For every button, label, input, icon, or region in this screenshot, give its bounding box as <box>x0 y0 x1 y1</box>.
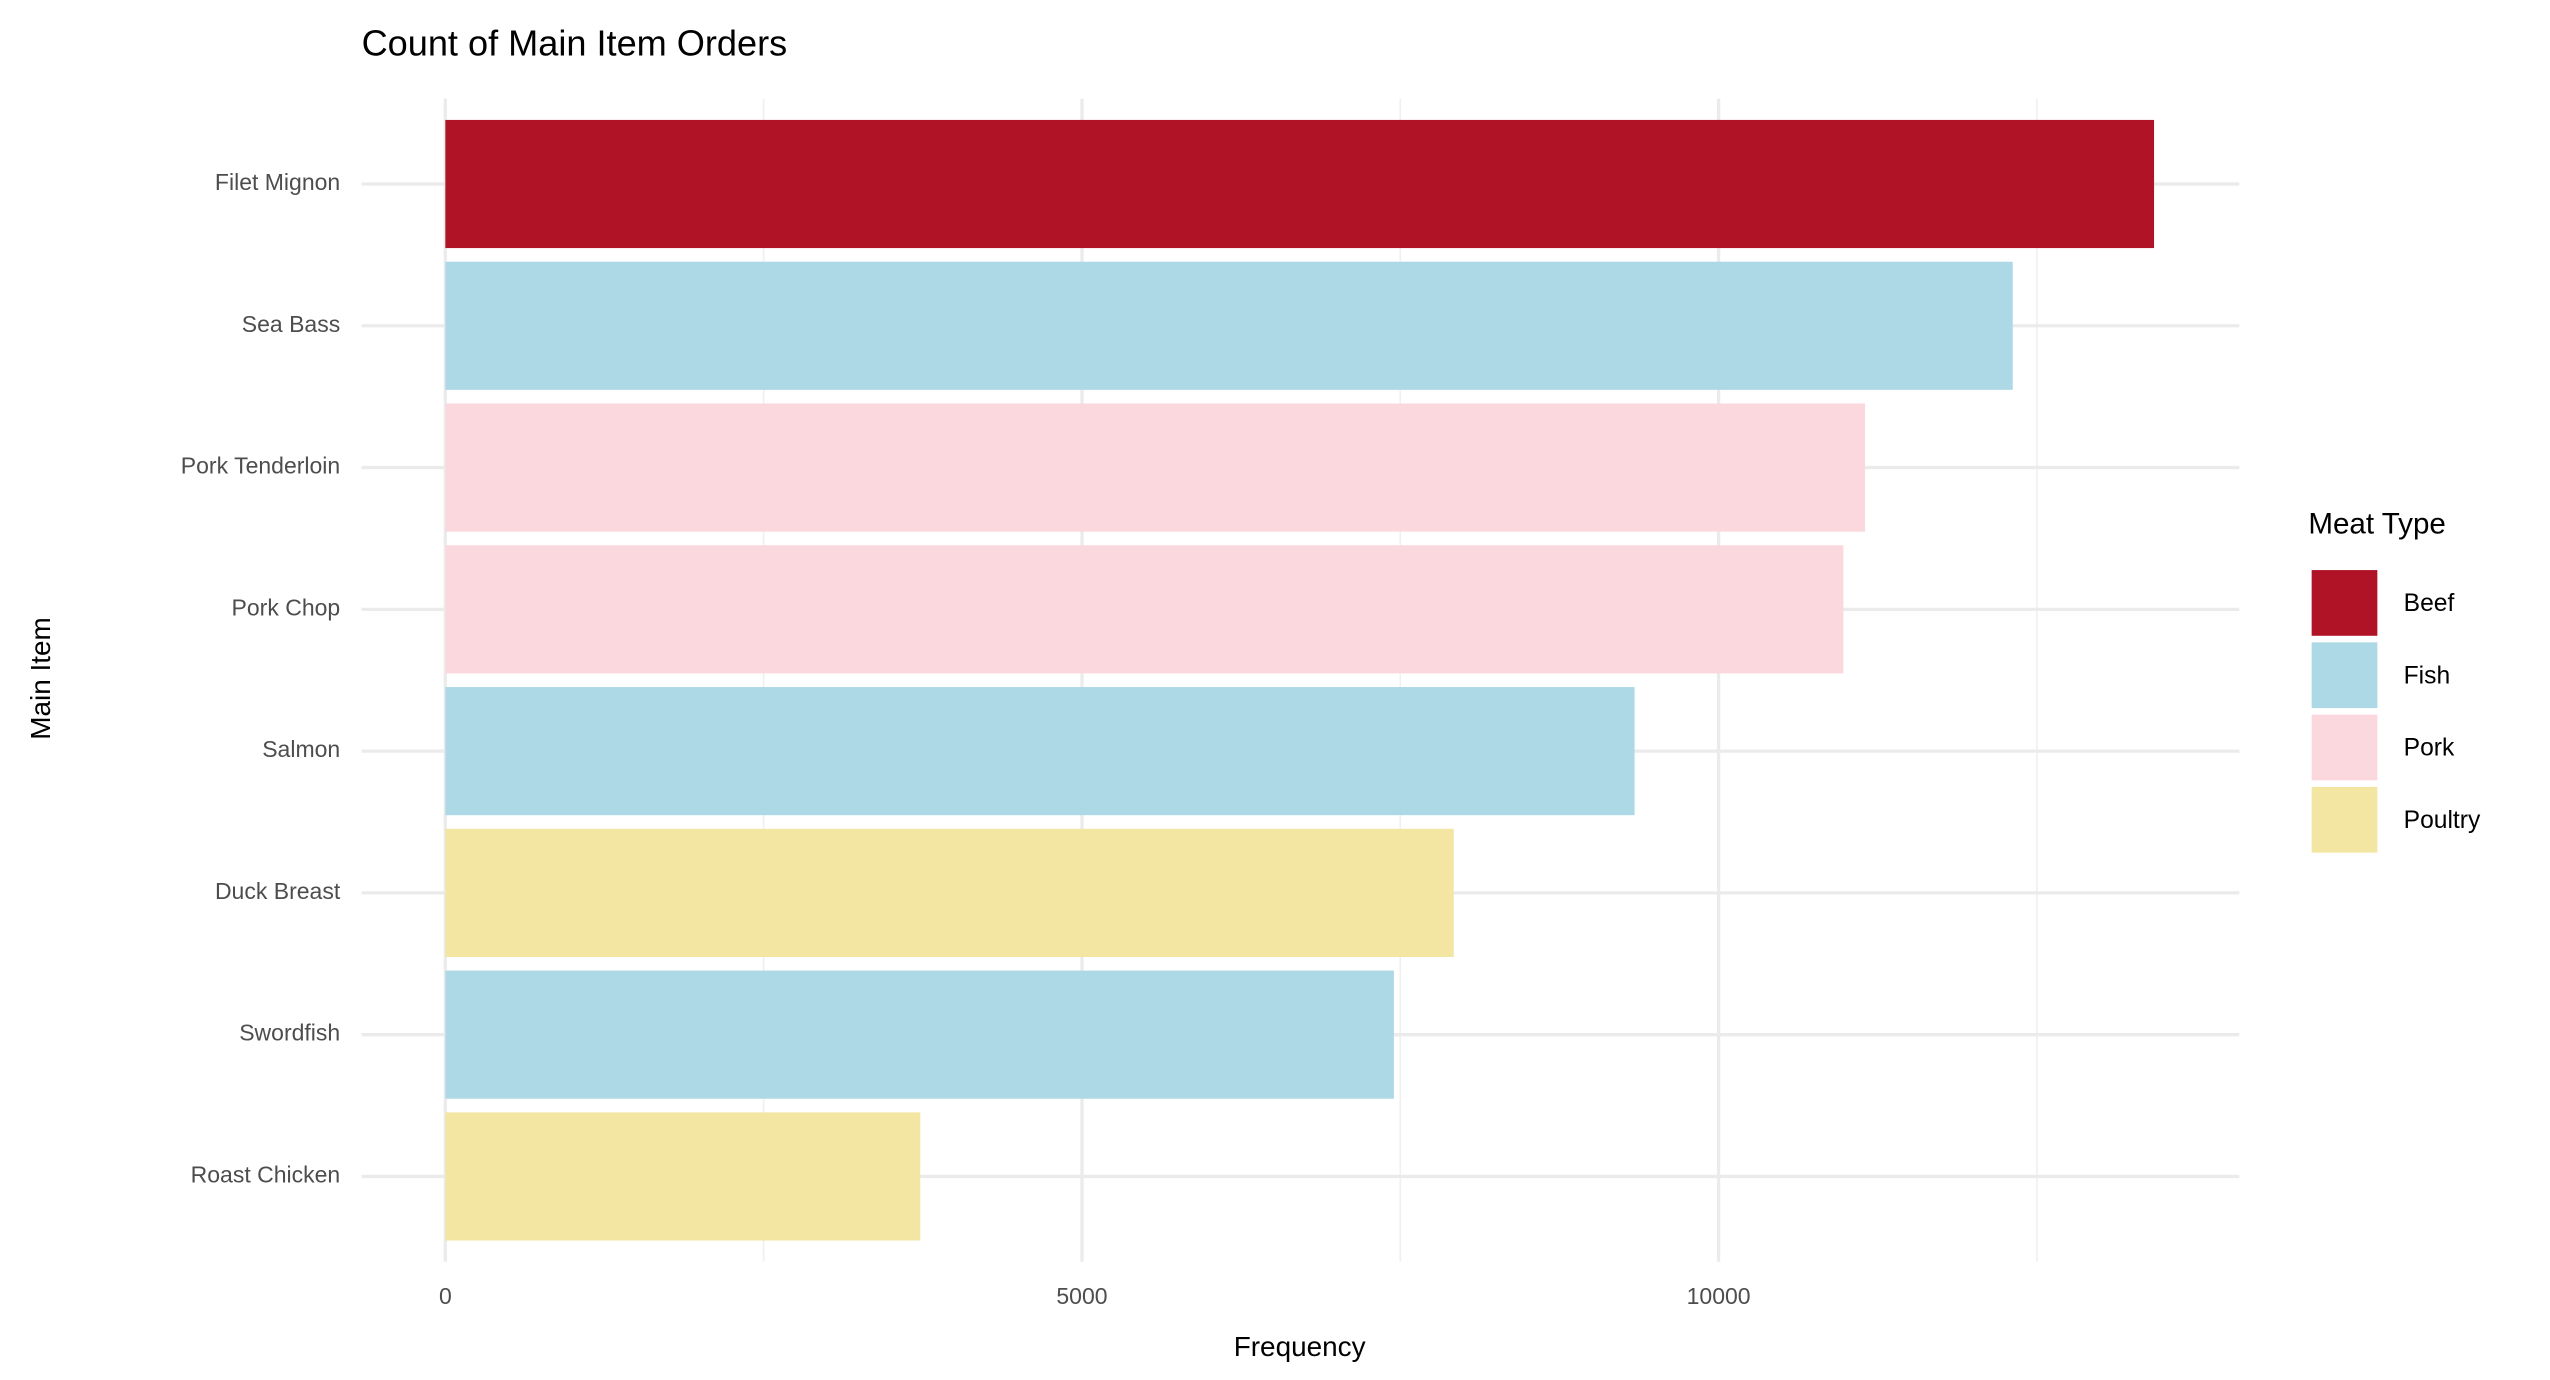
bar <box>445 970 1394 1099</box>
legend-label: Poultry <box>2404 807 2481 834</box>
y-tick-label: Roast Chicken <box>191 1162 341 1188</box>
legend-label: Pork <box>2404 735 2455 762</box>
y-axis-title: Main Item <box>25 617 56 740</box>
legend-key <box>2311 786 2378 853</box>
y-tick-label: Sea Bass <box>242 311 340 337</box>
y-tick-label: Pork Tenderloin <box>181 453 340 479</box>
legend-key <box>2311 570 2378 636</box>
y-tick-label: Salmon <box>262 736 340 762</box>
legend-title: Meat Type <box>2308 508 2446 541</box>
bar <box>445 687 1635 816</box>
legend-label: Beef <box>2404 590 2455 617</box>
x-axis-title: Frequency <box>1234 1331 1366 1362</box>
bar <box>445 828 1454 957</box>
bar <box>445 261 2013 390</box>
y-tick-label: Swordfish <box>239 1020 340 1046</box>
bars <box>445 119 2155 1241</box>
x-tick-label: 5000 <box>1056 1283 1107 1309</box>
bar <box>445 403 1866 532</box>
y-tick-label: Duck Breast <box>215 878 341 904</box>
legend-label: Fish <box>2404 662 2451 689</box>
bar <box>445 119 2155 249</box>
chart-title: Count of Main Item Orders <box>362 23 788 64</box>
bar <box>445 545 1844 674</box>
x-tick-label: 0 <box>439 1283 452 1309</box>
y-tick-label: Filet Mignon <box>215 169 340 195</box>
legend: Meat Type Beef Fish Pork Poultry <box>2308 508 2481 853</box>
y-tick-label: Pork Chop <box>232 594 341 620</box>
labels: 0 5000 10000 Filet Mignon Sea Bass Pork Tende… <box>181 169 1751 1309</box>
x-tick-label: 10000 <box>1687 1283 1751 1309</box>
legend-key <box>2311 714 2378 781</box>
legend-key <box>2311 642 2378 709</box>
bar <box>445 1112 921 1241</box>
